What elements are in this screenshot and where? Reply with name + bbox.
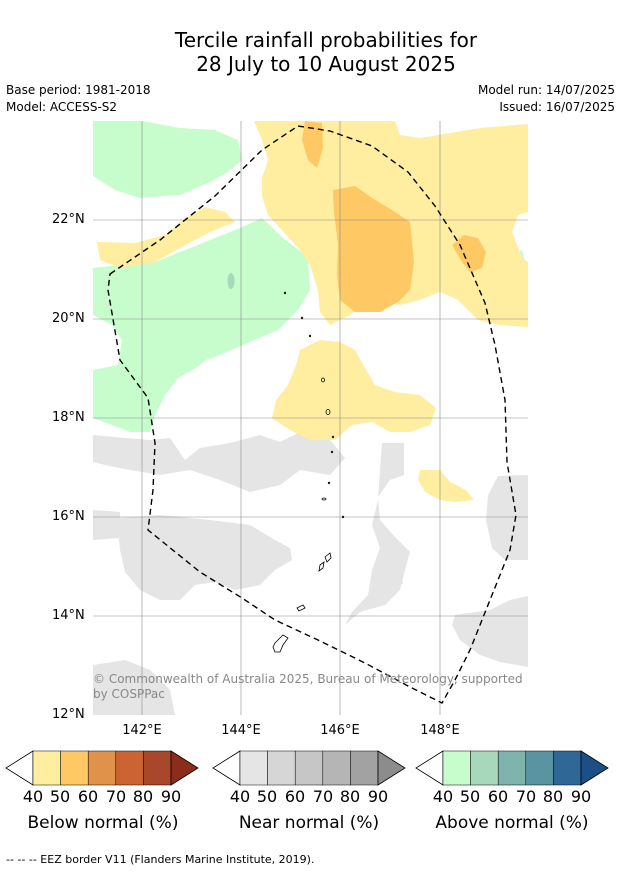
chart-title-line1: Tercile rainfall probabilities for xyxy=(174,28,478,52)
below-normal-50-regions xyxy=(302,121,486,312)
tick-label: 50 xyxy=(256,787,278,806)
tick-label: 60 xyxy=(77,787,99,806)
label-below-normal: Below normal (%) xyxy=(27,813,179,833)
tick-label: 90 xyxy=(160,787,182,806)
label-above-normal: Above normal (%) xyxy=(435,813,589,833)
island-outlines xyxy=(272,291,345,653)
lat-label-20n: 20°N xyxy=(52,311,85,326)
chart-title-line2: 28 July to 10 August 2025 xyxy=(196,52,456,76)
lat-label-12n: 12°N xyxy=(52,707,85,722)
model-run: Model run: 14/07/2025 xyxy=(477,83,615,97)
tick-label: 40 xyxy=(432,787,454,806)
lon-label-144e: 144°E xyxy=(221,723,261,738)
lon-label-142e: 142°E xyxy=(122,723,162,738)
tick-label: 60 xyxy=(284,787,306,806)
lat-label-14n: 14°N xyxy=(52,608,85,623)
tick-label: 90 xyxy=(570,787,592,806)
lat-label-22n: 22°N xyxy=(52,212,85,227)
tick-label: 50 xyxy=(459,787,481,806)
tick-label: 90 xyxy=(367,787,389,806)
tick-label: 70 xyxy=(515,787,537,806)
tick-label: 70 xyxy=(312,787,334,806)
tick-label: 60 xyxy=(487,787,509,806)
above-normal-50-patch xyxy=(227,273,235,289)
copyright-notice: © Commonwealth of Australia 2025, Bureau… xyxy=(93,672,523,701)
eez-border xyxy=(107,125,517,704)
model-name: Model: ACCESS-S2 xyxy=(6,100,118,114)
lon-label-146e: 146°E xyxy=(320,723,360,738)
graticule xyxy=(93,121,528,715)
tick-label: 80 xyxy=(542,787,564,806)
tick-label: 40 xyxy=(229,787,251,806)
tick-label: 80 xyxy=(132,787,154,806)
lon-label-148e: 148°E xyxy=(420,723,460,738)
base-period: Base period: 1981-2018 xyxy=(6,83,151,97)
lat-label-16n: 16°N xyxy=(52,509,85,524)
near-normal-regions xyxy=(93,432,528,715)
eez-footnote: -- -- -- EEZ border V11 (Flanders Marine… xyxy=(6,853,315,866)
tick-label: 70 xyxy=(105,787,127,806)
tick-label: 40 xyxy=(22,787,44,806)
issued-date: Issued: 16/07/2025 xyxy=(499,100,615,114)
lat-label-18n: 18°N xyxy=(52,410,85,425)
tick-label: 80 xyxy=(339,787,361,806)
tick-label: 50 xyxy=(49,787,71,806)
label-near-normal: Near normal (%) xyxy=(238,813,380,833)
